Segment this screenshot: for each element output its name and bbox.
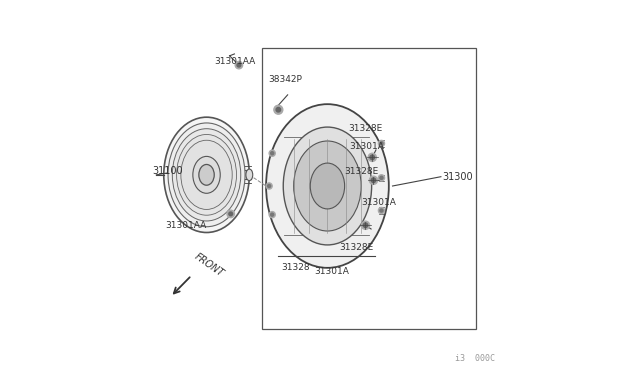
Circle shape	[370, 155, 374, 160]
Circle shape	[237, 63, 241, 67]
Text: 31328E: 31328E	[348, 124, 382, 133]
Ellipse shape	[284, 127, 372, 245]
Text: 31301A: 31301A	[361, 198, 396, 207]
Text: 38342P: 38342P	[269, 76, 303, 84]
Circle shape	[271, 213, 274, 216]
Circle shape	[364, 223, 368, 228]
Circle shape	[269, 212, 275, 218]
Circle shape	[276, 108, 280, 112]
Text: 31328: 31328	[281, 263, 310, 272]
Text: FRONT: FRONT	[193, 251, 226, 278]
Ellipse shape	[246, 169, 253, 180]
Text: 31301A: 31301A	[314, 267, 349, 276]
Ellipse shape	[164, 117, 250, 232]
Ellipse shape	[172, 129, 241, 221]
Circle shape	[378, 140, 385, 147]
Ellipse shape	[181, 140, 232, 209]
Text: 31328E: 31328E	[339, 243, 374, 252]
Circle shape	[380, 176, 383, 179]
Text: 31328E: 31328E	[344, 167, 378, 176]
Circle shape	[271, 152, 274, 155]
Circle shape	[235, 61, 243, 69]
Circle shape	[362, 221, 369, 230]
Ellipse shape	[168, 123, 245, 227]
Circle shape	[369, 176, 378, 185]
Ellipse shape	[294, 141, 361, 231]
Text: 31100: 31100	[152, 166, 182, 176]
Circle shape	[269, 150, 275, 156]
Circle shape	[268, 185, 271, 187]
Text: 31301AA: 31301AA	[214, 57, 255, 66]
Bar	[262, 48, 476, 329]
Text: 31300: 31300	[443, 172, 474, 182]
Ellipse shape	[177, 134, 237, 215]
Circle shape	[380, 142, 383, 145]
Circle shape	[380, 209, 383, 212]
Circle shape	[266, 183, 272, 189]
Ellipse shape	[266, 104, 389, 268]
Circle shape	[229, 212, 232, 216]
Ellipse shape	[199, 164, 214, 185]
Text: 31301A: 31301A	[349, 142, 384, 151]
Circle shape	[378, 208, 385, 214]
Text: i3  000C: i3 000C	[455, 354, 495, 363]
Circle shape	[274, 105, 283, 114]
Circle shape	[368, 153, 376, 161]
Circle shape	[227, 210, 234, 218]
Ellipse shape	[310, 163, 344, 209]
Circle shape	[378, 175, 385, 181]
Ellipse shape	[193, 156, 220, 193]
Circle shape	[371, 178, 376, 183]
Text: 31301AA: 31301AA	[166, 221, 207, 230]
